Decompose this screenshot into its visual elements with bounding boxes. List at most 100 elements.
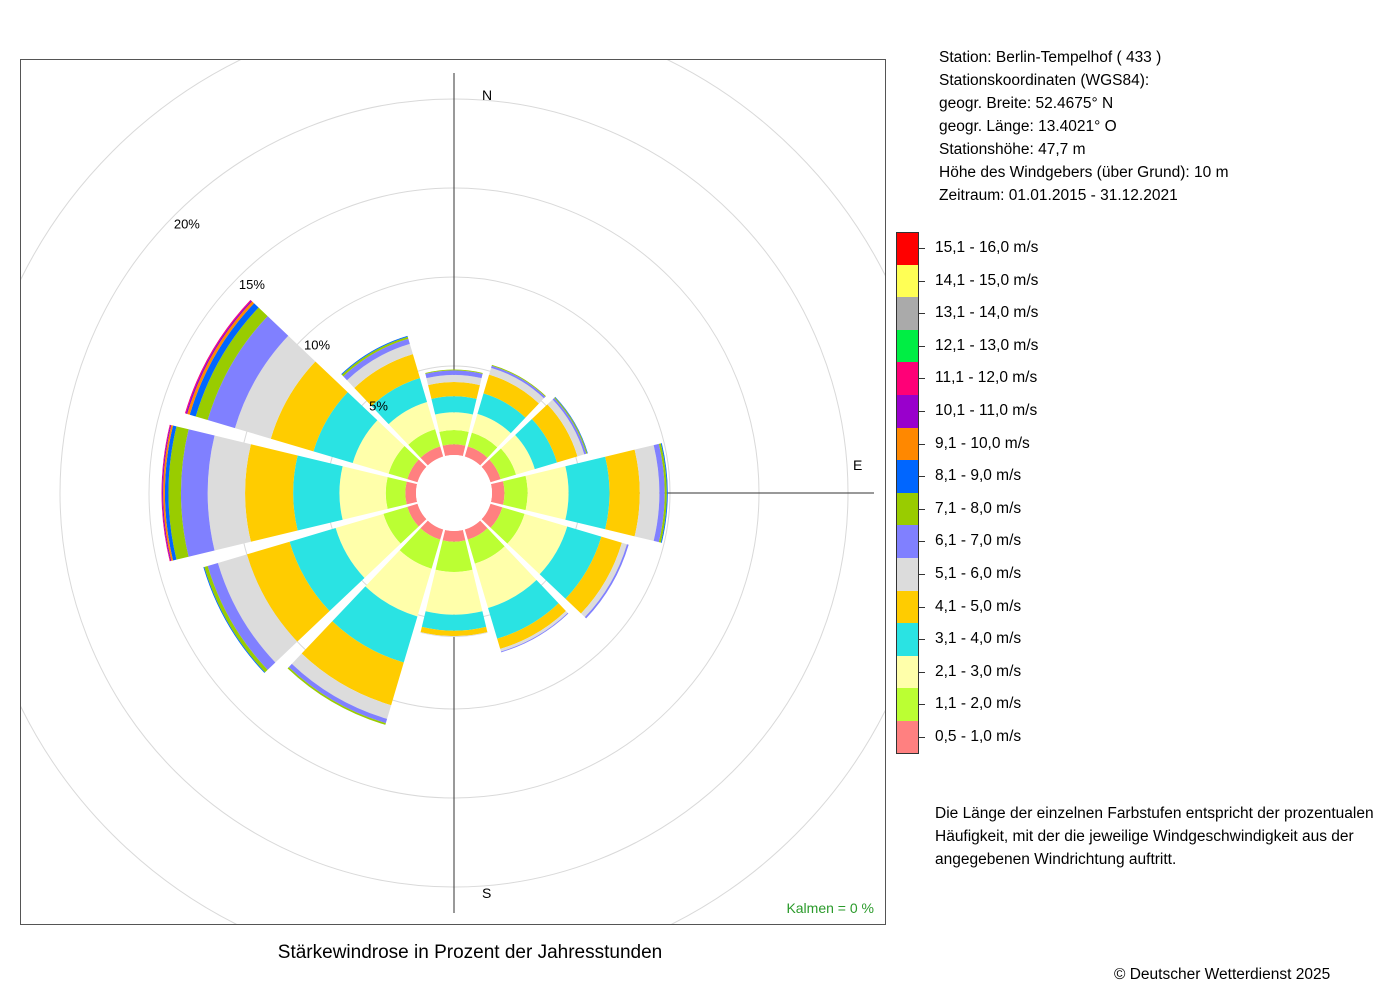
sector-90-band-5 (605, 449, 640, 537)
sector-180-deg (420, 529, 488, 637)
sector-60-band-4 (515, 419, 557, 470)
legend-label: 9,1 - 10,0 m/s (935, 434, 1030, 452)
sector-270-deg (161, 424, 418, 562)
sector-270-band-4 (293, 455, 343, 531)
sector-30-deg (464, 364, 546, 466)
legend-label: 2,1 - 3,0 m/s (935, 662, 1022, 680)
legend-tick (919, 280, 925, 282)
sector-90-band-8 (658, 443, 667, 543)
sector-300-band-4 (313, 392, 378, 463)
legend-item: 11,1 - 12,0 m/s (896, 362, 1356, 395)
legend-tick (919, 345, 925, 347)
sector-270-band-12 (161, 424, 171, 562)
legend-swatch (896, 362, 919, 395)
legend-tick (919, 639, 925, 641)
sector-60-band-6 (547, 399, 585, 457)
legend-label: 15,1 - 16,0 m/s (935, 239, 1039, 256)
sector-240-band-1 (407, 503, 427, 527)
sector-300-band-7 (207, 316, 289, 429)
sector-180-band-2 (435, 540, 473, 572)
legend-note: Die Länge der einzelnen Farbstufen entsp… (935, 805, 1374, 868)
sector-270-band-2 (385, 477, 407, 509)
legend-swatch (896, 329, 919, 363)
legend-item: 4,1 - 5,0 m/s (896, 590, 1356, 624)
legend-swatch (896, 655, 919, 689)
legend-swatch (896, 427, 919, 461)
wind-sectors (161, 299, 668, 725)
sector-60-band-3 (500, 434, 535, 475)
sector-0-band-2 (439, 430, 469, 446)
sector-270-band-7 (181, 429, 215, 557)
legend-swatch (896, 688, 919, 721)
legend-tick (919, 443, 925, 445)
station-longitude: geogr. Länge: 13.4021° O (939, 118, 1117, 135)
legend-swatch (896, 232, 919, 265)
sector-0-deg (425, 369, 483, 457)
anemometer-height: Höhe des Windgebers (über Grund): 10 m (939, 164, 1229, 181)
station-info: Station: Berlin-Tempelhof ( 433 ) Statio… (939, 46, 1228, 207)
wind-rose-plot: 5% 10% 15% 20% N E S Kalmen = 0 % (20, 59, 886, 925)
legend-label: 12,1 - 13,0 m/s (935, 336, 1039, 354)
sector-300-band-8 (195, 307, 268, 421)
legend-swatch (896, 492, 919, 526)
legend-item: 1,1 - 2,0 m/s (896, 688, 1356, 721)
legend-tick (919, 248, 925, 249)
legend-item: 14,1 - 15,0 m/s (896, 264, 1356, 298)
sector-0-band-3 (435, 412, 473, 432)
copyright: © Deutscher Wetterdienst 2025 (1114, 966, 1331, 983)
legend-item: 8,1 - 9,0 m/s (896, 460, 1356, 493)
calm-label: Kalmen = 0 % (786, 900, 874, 916)
sector-30-band-2 (467, 432, 498, 458)
legend-label: 1,1 - 2,0 m/s (935, 695, 1022, 713)
sector-60-band-7 (552, 397, 587, 455)
sector-30-band-4 (477, 393, 526, 434)
station-name: Station: Berlin-Tempelhof ( 433 ) (939, 49, 1162, 66)
legend-tick (919, 541, 925, 543)
legend-label: 5,1 - 6,0 m/s (935, 564, 1022, 582)
sector-180-band-5 (420, 626, 488, 637)
station-coords-heading: Stationskoordinaten (WGS84): (939, 72, 1150, 89)
sector-210-band-4 (332, 586, 418, 663)
sector-60-deg (481, 396, 588, 483)
sector-30-band-1 (464, 446, 488, 466)
sector-300-band-5 (270, 361, 348, 452)
sector-240-band-6 (217, 554, 298, 663)
sector-120-band-1 (481, 503, 503, 528)
sector-330-band-7 (343, 338, 410, 381)
direction-label-E: E (853, 457, 862, 473)
legend-label: 10,1 - 11,0 m/s (935, 401, 1038, 419)
sector-210-band-7 (288, 663, 388, 724)
sector-90-band-9 (660, 443, 668, 543)
sector-90-band-1 (490, 481, 505, 505)
legend-item: 5,1 - 6,0 m/s (896, 557, 1356, 591)
sector-180-band-4 (421, 611, 487, 631)
sector-240-band-2 (383, 506, 419, 544)
legend-label: 8,1 - 9,0 m/s (935, 467, 1022, 485)
sector-120-band-4 (539, 526, 602, 599)
legend-swatch (896, 623, 919, 656)
sector-270-band-11 (162, 424, 172, 562)
legend-swatch (896, 525, 919, 558)
sector-330-band-4 (371, 378, 428, 425)
sector-0-band-5 (428, 382, 480, 399)
sector-300-band-6 (234, 335, 316, 439)
sector-330-band-6 (346, 343, 413, 388)
legend-tick (919, 378, 925, 380)
legend-label: 0,5 - 1,0 m/s (935, 727, 1022, 745)
sector-210-band-6 (291, 653, 392, 719)
calm-hole (416, 455, 492, 531)
sector-330-band-5 (354, 354, 420, 407)
legend-item: 10,1 - 11,0 m/s (896, 394, 1356, 428)
wind-rose-svg: 5% 10% 15% 20% N E S Kalmen = 0 % (21, 60, 885, 924)
sector-150-band-2 (467, 528, 505, 564)
sector-240-band-4 (289, 528, 365, 612)
sector-30-band-3 (471, 413, 511, 448)
sector-270-band-3 (339, 466, 388, 520)
sector-90-band-6 (634, 445, 660, 541)
sector-150-band-5 (497, 603, 566, 649)
sector-90-band-3 (525, 466, 569, 520)
sector-300-band-9 (189, 303, 259, 417)
sector-270-band-6 (207, 435, 251, 551)
sector-120-band-3 (507, 513, 568, 575)
sector-60-band-2 (489, 448, 517, 480)
